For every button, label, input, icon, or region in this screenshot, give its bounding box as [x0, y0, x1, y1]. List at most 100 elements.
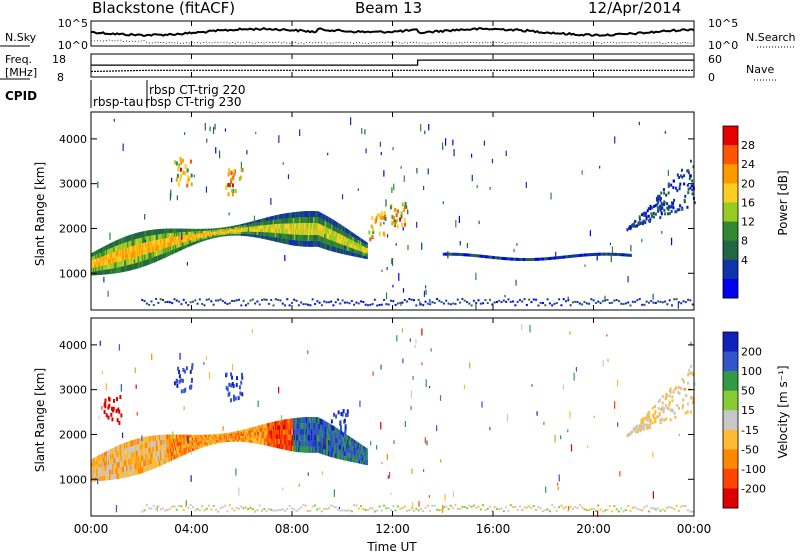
velocity-cell: [312, 417, 314, 423]
power-cell: [171, 245, 174, 250]
velocity-ground-speck: [277, 509, 280, 512]
power-cell: [149, 241, 152, 248]
velocity-cell: [363, 455, 365, 459]
velocity-cell: [198, 444, 201, 447]
velocity-ground-speck: [401, 506, 404, 509]
power-speck: [97, 181, 99, 189]
velocity-speck: [410, 405, 412, 411]
power-cell: [349, 247, 351, 252]
power-cell: [219, 230, 222, 233]
power-band-cell: [539, 257, 543, 261]
power-cell: [144, 254, 146, 261]
power-cell: [200, 233, 203, 236]
velocity-fan-cell: [691, 372, 694, 376]
velocity-cell: [329, 434, 331, 441]
power-band-cell: [567, 255, 571, 259]
velocity-ground-speck: [617, 510, 620, 513]
velocity-cell: [218, 435, 221, 437]
power-cell: [270, 236, 273, 241]
power-cell: [215, 232, 218, 235]
velocity-cell: [245, 428, 247, 432]
power-cell: [218, 233, 221, 236]
power-cell: [162, 253, 164, 259]
velocity-cell: [163, 459, 165, 465]
velocity-ground-speck: [180, 505, 183, 508]
power-cell: [101, 256, 104, 262]
velocity-cell: [249, 440, 252, 443]
velocity-patch-cell: [118, 420, 121, 425]
power-cell: [292, 240, 295, 246]
velocity-fan-cell: [648, 424, 651, 428]
velocity-cell: [281, 424, 283, 430]
velocity-cell: [266, 442, 269, 446]
power-ground-speck: [608, 302, 611, 305]
velocity-cell: [179, 438, 181, 442]
velocity-cell: [199, 439, 202, 442]
power-ground-speck: [477, 299, 480, 302]
velocity-cell: [148, 453, 151, 460]
power-patch-cell: [401, 222, 404, 227]
power-cell: [269, 232, 272, 237]
power-patch-cell: [180, 160, 183, 165]
power-band-cell: [628, 253, 632, 257]
power-cell: [220, 232, 223, 234]
power-cell: [349, 230, 351, 236]
velocity-cell: [252, 429, 255, 433]
power-cell: [314, 240, 316, 247]
power-speck: [103, 276, 105, 283]
power-cell: [317, 234, 320, 241]
velocity-ground-speck: [468, 504, 471, 507]
power-cell: [258, 231, 261, 236]
power-fan-cell: [655, 198, 658, 202]
power-cell: [265, 232, 267, 236]
power-cell: [267, 217, 270, 221]
power-cell: [169, 241, 172, 247]
power-cell: [332, 246, 334, 252]
velocity-patch-cell: [329, 431, 332, 436]
velocity-cell: [138, 444, 141, 451]
velocity-cell: [119, 467, 122, 473]
power-cell: [315, 211, 317, 218]
power-cell: [231, 226, 233, 228]
velocity-cell: [198, 437, 201, 440]
velocity-cell: [256, 434, 259, 438]
velocity-cell: [228, 438, 230, 441]
velocity-cell: [350, 437, 353, 442]
power-patch-cell: [190, 173, 193, 178]
velocity-cell: [336, 448, 339, 454]
velocity-cell: [189, 449, 192, 452]
velocity-cell: [103, 466, 106, 472]
power-cell: [255, 231, 258, 235]
velocity-cell: [189, 443, 192, 447]
velocity-cell: [122, 472, 125, 478]
velocity-ground-speck: [518, 505, 521, 508]
power-cell: [365, 241, 367, 245]
power-cell: [118, 255, 121, 262]
power-cell: [162, 243, 164, 249]
power-cell: [284, 233, 287, 239]
power-cell: [122, 254, 125, 261]
power-cell: [210, 231, 212, 234]
velocity-cell: [309, 446, 312, 453]
power-cell: [326, 233, 329, 239]
velocity-cell: [164, 444, 167, 450]
velocity-cell: [338, 429, 341, 435]
velocity-cell: [148, 459, 151, 465]
velocity-cell: [267, 430, 270, 435]
velocity-patch-cell: [231, 382, 234, 387]
power-cell: [289, 223, 292, 229]
velocity-speck: [393, 440, 395, 444]
velocity-cell: [258, 425, 261, 429]
velocity-cell: [196, 444, 198, 447]
velocity-cell: [109, 469, 111, 475]
power-ground-speck: [288, 304, 291, 307]
velocity-fan-cell: [673, 388, 676, 392]
velocity-patch-cell: [116, 397, 119, 402]
power-cell: [341, 239, 344, 245]
velocity-cell: [116, 445, 119, 452]
power-cell: [135, 238, 138, 245]
velocity-cell: [366, 448, 368, 452]
power-cell: [261, 228, 263, 232]
power-ground-speck: [475, 301, 478, 304]
power-fan-cell: [692, 165, 695, 169]
